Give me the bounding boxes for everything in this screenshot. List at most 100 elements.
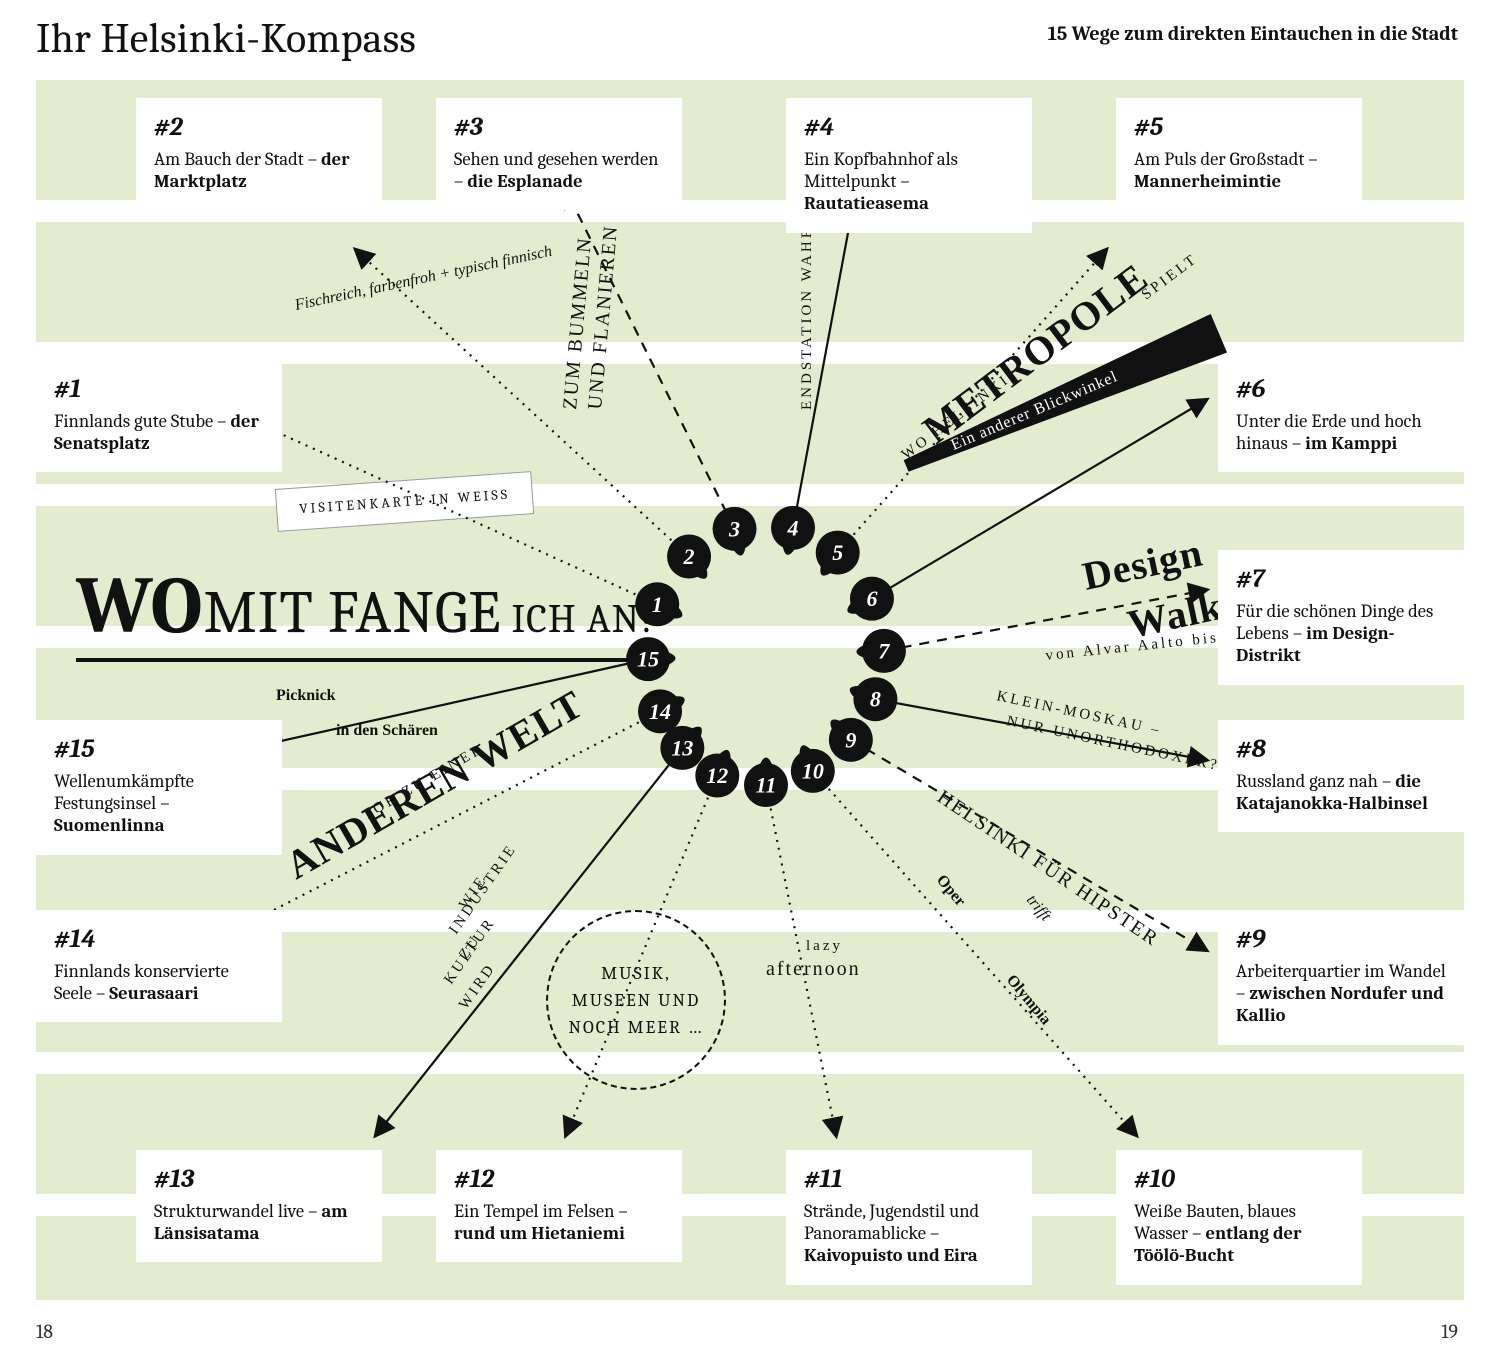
spoke-label-s13e: WIRD [456, 961, 499, 1013]
card-text: Strände, Jugendstil und Panoramablicke –… [804, 1200, 1014, 1267]
page-number-left: 18 [36, 1320, 53, 1343]
compass-pin-6: 6 [847, 577, 894, 621]
svg-text:11: 11 [756, 773, 777, 798]
svg-text:10: 10 [802, 758, 824, 783]
spoke-label-s13d: KULTUR [441, 915, 499, 988]
option-card-c15: #15 Wellenumkämpfte Festungsinsel – Suom… [36, 720, 282, 855]
spoke-label-s10b: trifft [1023, 892, 1055, 925]
card-number: #15 [54, 734, 264, 764]
card-number: #11 [804, 1164, 1014, 1194]
card-text: Finnlands gute Stube – der Senatsplatz [54, 410, 264, 454]
svg-text:9: 9 [845, 727, 856, 752]
bubble-musik: MUSIK, MUSEEN UND NOCH MEER … [546, 910, 726, 1090]
bubble-text: MUSIK, MUSEEN UND NOCH MEER … [568, 960, 703, 1041]
svg-text:7: 7 [878, 638, 890, 663]
spoke-label-s13c: ZU [456, 932, 484, 962]
compass-pin-8: 8 [850, 677, 898, 721]
svg-text:13: 13 [671, 735, 693, 760]
spoke-label-s3a: ZUM BUMMELN [559, 236, 596, 411]
option-card-c9: #9 Arbeiterquartier im Wandel – zwischen… [1218, 910, 1464, 1045]
option-card-c11: #11 Strände, Jugendstil und Panoramablic… [786, 1150, 1032, 1285]
page: Ihr Helsinki-Kompass 15 Wege zum direkte… [0, 0, 1500, 1357]
card-text: Finnlands konservierte Seele – Seurasaar… [54, 960, 264, 1004]
card-text: Für die schönen Dinge des Lebens – im De… [1236, 600, 1446, 667]
compass-pin-3: 3 [713, 507, 757, 556]
spoke-label-s11a: lazy [806, 938, 843, 954]
compass-pin-5: 5 [816, 531, 860, 576]
card-number: #5 [1134, 112, 1344, 142]
spoke-label-s15b: in den Schären [336, 722, 438, 739]
card-number: #7 [1236, 564, 1446, 594]
spoke-label-s10a: Oper [933, 872, 969, 910]
card-number: #6 [1236, 374, 1446, 404]
card-text: Strukturwandel live – am Länsisatama [154, 1200, 364, 1244]
option-card-c4: #4 Ein Kopfbahnhof als Mittelpunkt – Rau… [786, 98, 1032, 233]
card-number: #10 [1134, 1164, 1344, 1194]
spoke-label-s9: HELSINKI FÜR HIPSTER [933, 785, 1163, 951]
option-card-c3: #3 Sehen und gesehen werden – die Esplan… [436, 98, 682, 210]
svg-text:4: 4 [787, 515, 799, 540]
svg-text:6: 6 [866, 586, 877, 611]
compass-pin-13: 13 [660, 726, 704, 770]
card-number: #8 [1236, 734, 1446, 764]
card-text: Russland ganz nah – die Katajanokka-Halb… [1236, 770, 1446, 814]
card-text: Am Puls der Großstadt – Mannerheimintie [1134, 148, 1344, 192]
option-card-c13: #13 Strukturwandel live – am Länsisatama [136, 1150, 382, 1262]
card-number: #14 [54, 924, 264, 954]
compass-pin-12: 12 [695, 750, 739, 798]
option-card-c1: #1 Finnlands gute Stube – der Senatsplat… [36, 360, 282, 472]
spoke-label-s8a: KLEIN-MOSKAU – [995, 688, 1163, 739]
card-number: #13 [154, 1164, 364, 1194]
spoke-label-s3b: UND FLANIEREN [584, 224, 622, 411]
spoke-label-s5c: SPIELT [1139, 251, 1201, 303]
page-subtitle: 15 Wege zum direkten Eintauchen in die S… [1048, 22, 1458, 45]
card-number: #4 [804, 112, 1014, 142]
compass-pin-14: 14 [638, 689, 685, 733]
spoke-label-s13b: INDUSTRIE [446, 841, 520, 937]
option-card-c12: #12 Ein Tempel im Felsen – rund um Hieta… [436, 1150, 682, 1262]
visitenkarte-box: VISITENKARTE IN WEISS [275, 471, 535, 532]
headline: WOMIT FANGE ICH AN? [76, 560, 658, 662]
page-number-right: 19 [1441, 1320, 1458, 1343]
compass-pin-2: 2 [667, 534, 711, 578]
option-card-c6: #6 Unter die Erde und hoch hinaus – im K… [1218, 360, 1464, 472]
spoke-label-s11b: afternoon [766, 958, 861, 980]
spoke-label-s14a: TOR ZU EINER [360, 741, 487, 824]
page-title: Ihr Helsinki-Kompass [36, 14, 416, 63]
card-number: #3 [454, 112, 664, 142]
spoke-label-s15a: Picknick [276, 687, 336, 704]
compass-pin-10: 10 [791, 745, 835, 793]
option-card-c10: #10 Weiße Bauten, blaues Wasser – entlan… [1116, 1150, 1362, 1285]
option-card-c14: #14 Finnlands konservierte Seele – Seura… [36, 910, 282, 1022]
option-card-c2: #2 Am Bauch der Stadt – der Marktplatz [136, 98, 382, 210]
telescope-label: Ein anderer Blickwinkel [898, 314, 1227, 486]
compass-pin-9: 9 [829, 718, 873, 762]
spoke-label-s13a: WIE [456, 873, 491, 913]
card-text: Sehen und gesehen werden – die Esplanade [454, 148, 664, 192]
compass-pin-7: 7 [856, 629, 905, 673]
card-text: Arbeiterquartier im Wandel – zwischen No… [1236, 960, 1446, 1027]
option-card-c8: #8 Russland ganz nah – die Katajanokka-H… [1218, 720, 1464, 832]
svg-text:5: 5 [832, 540, 843, 565]
svg-text:8: 8 [870, 687, 881, 712]
card-text: Ein Kopfbahnhof als Mittelpunkt – Rautat… [804, 148, 1014, 215]
compass-panel: WOMIT FANGE ICH AN? VISITENKARTE IN WEIS… [36, 80, 1464, 1300]
spoke-label-s2: Fischreich, farbenfroh + typisch finnisc… [292, 243, 553, 314]
compass-svg: 123456789101112131415 Fischreich, farben… [36, 80, 1464, 1300]
spoke-label-s8b: NUR UNORTHODOXER? [1005, 713, 1221, 774]
card-number: #2 [154, 112, 364, 142]
card-text: Unter die Erde und hoch hinaus – im Kamp… [1236, 410, 1446, 454]
compass-pin-4: 4 [771, 506, 815, 555]
card-text: Am Bauch der Stadt – der Marktplatz [154, 148, 364, 192]
card-text: Weiße Bauten, blaues Wasser – entlang de… [1134, 1200, 1344, 1267]
telescope: Ein anderer Blickwinkel [898, 314, 1227, 486]
spoke-label-s14b: ANDEREN WELT [278, 681, 591, 888]
card-number: #12 [454, 1164, 664, 1194]
card-number: #9 [1236, 924, 1446, 954]
card-text: Wellenumkämpfte Festungsinsel – Suomenli… [54, 770, 264, 837]
card-number: #1 [54, 374, 264, 404]
option-card-c7: #7 Für die schönen Dinge des Lebens – im… [1218, 550, 1464, 685]
svg-text:3: 3 [728, 516, 740, 541]
card-text: Ein Tempel im Felsen – rund um Hietaniem… [454, 1200, 664, 1244]
compass-pin-11: 11 [744, 758, 788, 808]
